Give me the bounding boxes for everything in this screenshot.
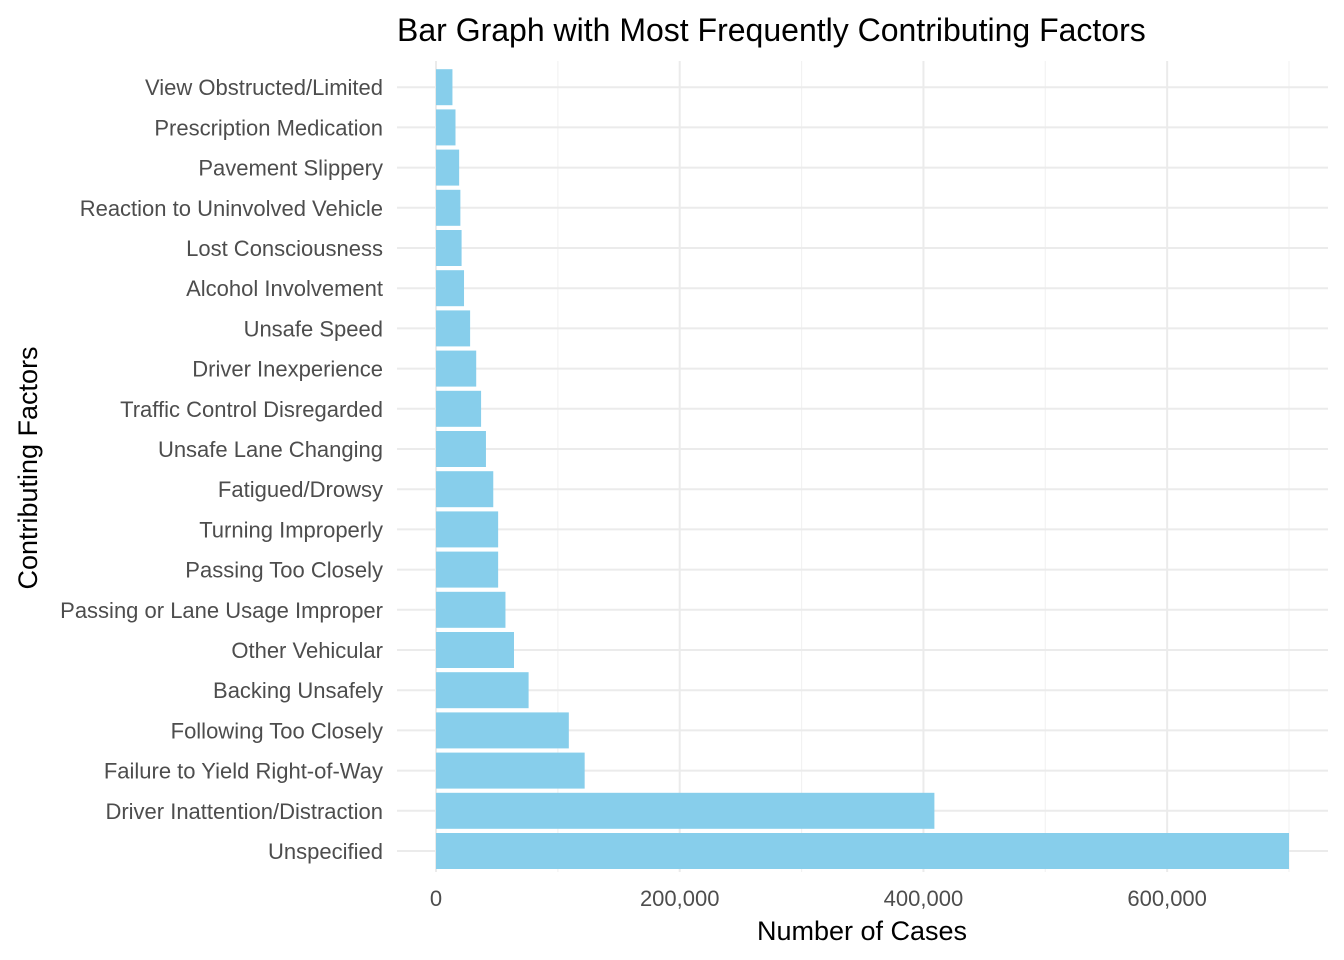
y-tick-label: Prescription Medication xyxy=(154,115,383,140)
chart-title: Bar Graph with Most Frequently Contribut… xyxy=(397,12,1146,48)
y-tick-label: Unsafe Lane Changing xyxy=(158,437,383,462)
y-tick-label: Passing or Lane Usage Improper xyxy=(60,598,383,623)
y-tick-label: Passing Too Closely xyxy=(185,558,383,583)
y-tick-label: Reaction to Uninvolved Vehicle xyxy=(80,196,383,221)
x-tick-labels: 0 200,000 400,000 600,000 xyxy=(430,886,1207,911)
y-tick-label: Fatigued/Drowsy xyxy=(218,477,383,502)
y-tick-label: Unspecified xyxy=(268,839,383,864)
y-tick-label: Traffic Control Disregarded xyxy=(120,397,383,422)
y-tick-labels: Unspecified Driver Inattention/Distractio… xyxy=(60,75,383,864)
y-tick-label: Driver Inattention/Distraction xyxy=(105,799,383,824)
bar xyxy=(435,149,460,186)
y-tick-label: View Obstructed/Limited xyxy=(145,75,383,100)
x-tick-label: 200,000 xyxy=(640,886,720,911)
x-tick-label: 0 xyxy=(430,886,442,911)
bar xyxy=(435,431,486,467)
bar xyxy=(435,551,499,588)
y-tick-label: Failure to Yield Right-of-Way xyxy=(104,759,383,784)
bar xyxy=(435,350,477,387)
bars xyxy=(435,69,1290,869)
x-axis-title: Number of Cases xyxy=(757,916,967,946)
bar xyxy=(435,270,465,307)
y-tick-label: Lost Consciousness xyxy=(186,236,383,261)
y-tick-label: Driver Inexperience xyxy=(192,357,383,382)
bar xyxy=(435,471,494,508)
bar xyxy=(435,310,471,347)
bar xyxy=(435,833,1290,869)
y-tick-label: Backing Unsafely xyxy=(213,678,383,703)
bar xyxy=(435,632,514,668)
bar xyxy=(435,69,453,106)
y-tick-label: Unsafe Speed xyxy=(244,316,383,341)
bar xyxy=(435,672,529,709)
y-tick-label: Other Vehicular xyxy=(231,638,383,663)
y-tick-label: Following Too Closely xyxy=(171,718,383,743)
bar xyxy=(435,792,935,829)
bar xyxy=(435,591,506,628)
bar xyxy=(435,511,499,548)
x-tick-label: 400,000 xyxy=(884,886,964,911)
y-tick-label: Turning Improperly xyxy=(199,517,383,542)
y-axis-title: Contributing Factors xyxy=(13,346,43,589)
y-tick-label: Pavement Slippery xyxy=(198,156,383,181)
bar xyxy=(435,109,456,146)
bar xyxy=(435,189,461,226)
x-tick-label: 600,000 xyxy=(1127,886,1207,911)
y-tick-label: Alcohol Involvement xyxy=(186,276,383,301)
bar xyxy=(435,752,585,789)
bar xyxy=(435,390,482,427)
bar xyxy=(435,712,569,749)
grid xyxy=(397,61,1328,872)
bar xyxy=(435,230,462,266)
